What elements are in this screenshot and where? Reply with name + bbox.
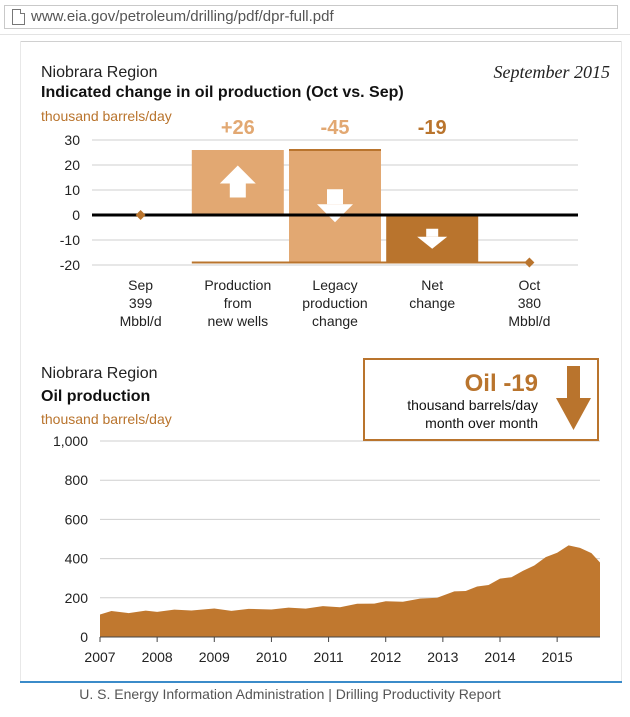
category-label: 380 bbox=[518, 295, 542, 311]
chart1-categories: Sep 399 Mbbl/d Production from new wells Legac… bbox=[120, 277, 551, 329]
chart1-title: Indicated change in oil production (Oct … bbox=[41, 84, 404, 101]
oil-production-area bbox=[100, 545, 600, 637]
category-label: Mbbl/d bbox=[120, 313, 162, 329]
category-label: Production bbox=[204, 277, 271, 293]
category-label: from bbox=[224, 295, 252, 311]
chart2-xticks: 2007 2008 2009 2010 2011 2012 2013 2014 2015 bbox=[84, 637, 573, 665]
chart1-bars bbox=[92, 149, 578, 268]
footer-text: U. S. Energy Information Administration … bbox=[79, 686, 501, 702]
y-tick-label: 800 bbox=[65, 472, 89, 488]
chart2-title: Oil production bbox=[41, 388, 150, 405]
category-label: production bbox=[302, 295, 367, 311]
y-tick-label: 0 bbox=[80, 629, 88, 645]
category-label: 399 bbox=[129, 295, 153, 311]
chart1-ylabel: thousand barrels/day bbox=[41, 108, 172, 124]
x-tick-label: 2012 bbox=[370, 649, 401, 665]
chart2-ylabel: thousand barrels/day bbox=[41, 411, 172, 427]
x-tick-label: 2013 bbox=[427, 649, 458, 665]
chart2-region: Niobrara Region bbox=[41, 365, 158, 382]
document-top-rule bbox=[20, 41, 622, 42]
category-label: Net bbox=[421, 277, 443, 293]
footer-rule bbox=[20, 681, 622, 683]
y-tick-label: 10 bbox=[64, 182, 80, 198]
callout-line2: month over month bbox=[425, 415, 538, 431]
x-tick-label: 2007 bbox=[84, 649, 115, 665]
x-tick-label: 2015 bbox=[542, 649, 573, 665]
url-field[interactable]: www.eia.gov/petroleum/drilling/pdf/dpr-f… bbox=[4, 5, 618, 29]
chart1-delta-labels: +26 -45 -19 bbox=[221, 117, 447, 139]
page-icon bbox=[12, 9, 25, 25]
url-text: www.eia.gov/petroleum/drilling/pdf/dpr-f… bbox=[31, 8, 334, 25]
chart1-yticks: 30 20 10 0 -10 -20 bbox=[60, 132, 80, 273]
down-arrow-icon bbox=[417, 228, 448, 249]
y-tick-label: 0 bbox=[72, 207, 80, 223]
document-left-rule bbox=[20, 41, 21, 681]
down-arrow-icon bbox=[317, 189, 353, 223]
chart1-region: Niobrara Region bbox=[41, 64, 158, 81]
chart2-area-series bbox=[100, 545, 600, 638]
up-arrow-icon bbox=[219, 165, 256, 198]
delta-label: -45 bbox=[321, 117, 350, 139]
y-tick-label: -20 bbox=[60, 257, 80, 273]
category-label: change bbox=[312, 313, 358, 329]
category-label: Oct bbox=[519, 277, 541, 293]
y-tick-label: 1,000 bbox=[53, 433, 88, 449]
value-marker bbox=[524, 257, 535, 268]
y-tick-label: 200 bbox=[65, 590, 89, 606]
category-label: new wells bbox=[207, 313, 268, 329]
category-label: Sep bbox=[128, 277, 153, 293]
category-label: Mbbl/d bbox=[508, 313, 550, 329]
x-tick-label: 2009 bbox=[199, 649, 230, 665]
y-tick-label: 600 bbox=[65, 511, 89, 527]
value-marker bbox=[135, 210, 146, 220]
document-right-rule bbox=[621, 41, 622, 681]
x-tick-label: 2008 bbox=[142, 649, 173, 665]
callout-value: Oil -19 bbox=[465, 370, 538, 397]
y-tick-label: 20 bbox=[64, 157, 80, 173]
chart2-yticks: 1,000 800 600 400 200 0 bbox=[53, 433, 88, 645]
chart1-date: September 2015 bbox=[494, 62, 610, 82]
down-arrow-icon bbox=[556, 366, 591, 430]
delta-label: -19 bbox=[418, 117, 447, 139]
callout-line1: thousand barrels/day bbox=[407, 397, 538, 413]
category-label: change bbox=[409, 295, 455, 311]
category-label: Legacy bbox=[312, 277, 357, 293]
delta-label: +26 bbox=[221, 117, 255, 139]
y-tick-label: 30 bbox=[64, 132, 80, 148]
x-tick-label: 2014 bbox=[484, 649, 515, 665]
x-tick-label: 2010 bbox=[256, 649, 287, 665]
y-tick-label: 400 bbox=[65, 551, 89, 567]
callout-box: Oil -19 thousand barrels/day month over … bbox=[363, 358, 599, 441]
waterfall-chart: Niobrara Region Indicated change in oil … bbox=[41, 62, 610, 329]
x-tick-label: 2011 bbox=[314, 649, 344, 665]
area-chart: Niobrara Region Oil production thousand … bbox=[41, 358, 600, 665]
y-tick-label: -10 bbox=[60, 232, 80, 248]
browser-address-bar[interactable]: www.eia.gov/petroleum/drilling/pdf/dpr-f… bbox=[0, 0, 630, 35]
